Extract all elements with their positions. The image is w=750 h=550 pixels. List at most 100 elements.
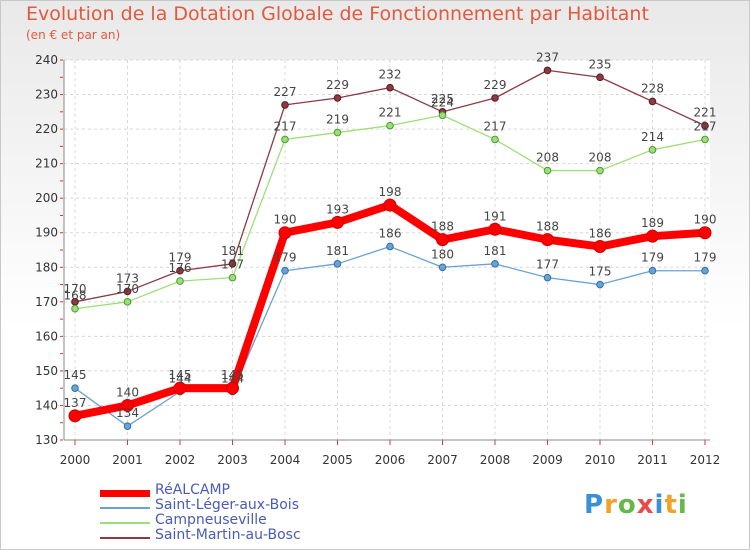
axes: 130 140 150 160 170 180 190 200 210 220 230 240 2000…	[35, 53, 720, 467]
data-label: 186	[379, 227, 402, 241]
data-point	[68, 409, 82, 423]
x-tick-label: 2006	[375, 453, 406, 467]
data-label: 179	[274, 251, 297, 265]
data-point	[176, 277, 184, 285]
data-label: 224	[431, 95, 454, 109]
data-point	[438, 263, 447, 272]
legend-item: RéALCAMP	[100, 482, 400, 501]
data-label: 191	[484, 209, 507, 223]
data-point	[333, 260, 342, 268]
data-label: 177	[536, 258, 559, 272]
data-label: 186	[589, 227, 612, 241]
x-tick-label: 2005	[322, 453, 353, 467]
data-point	[123, 298, 132, 306]
data-point	[226, 381, 239, 395]
data-label: 198	[379, 185, 402, 199]
data-label: 181	[221, 244, 244, 258]
data-point	[491, 135, 499, 144]
data-point	[331, 215, 344, 229]
data-point	[596, 166, 604, 175]
y-tick-label: 190	[35, 226, 58, 240]
data-point	[123, 422, 132, 430]
data-point	[698, 226, 712, 240]
data-label: 168	[64, 289, 87, 303]
data-point	[648, 146, 657, 154]
data-point	[436, 233, 449, 247]
legend-label: Saint-Léger-aux-Bois	[155, 497, 299, 513]
legend-item: Campneuseville	[100, 512, 400, 531]
data-label: 229	[484, 78, 507, 92]
data-label: 137	[64, 396, 87, 410]
x-tick-label: 2004	[270, 453, 301, 467]
data-label: 237	[536, 50, 559, 64]
x-tick-label: 2011	[637, 453, 668, 467]
x-tick-label: 2012	[690, 453, 721, 467]
data-label: 181	[326, 244, 349, 258]
data-label: 227	[274, 85, 297, 99]
data-point	[228, 260, 237, 268]
y-tick-label: 170	[35, 295, 58, 309]
legend-label: RéALCAMP	[155, 482, 230, 498]
logo-letter: r	[604, 490, 618, 520]
y-tick-label: 180	[35, 260, 58, 274]
y-tick-label: 220	[35, 122, 58, 136]
logo-letter: t	[664, 490, 678, 520]
data-point	[543, 166, 552, 175]
logo-letter: o	[617, 490, 637, 520]
data-label: 190	[274, 213, 297, 227]
data-point	[386, 121, 394, 130]
y-tick-label: 130	[35, 433, 58, 447]
data-point	[228, 273, 237, 282]
series-lines	[68, 66, 712, 430]
chart-title: Evolution de la Dotation Globale de Fonc…	[26, 3, 649, 25]
data-label: 208	[536, 151, 559, 165]
logo-letter: i	[677, 490, 688, 520]
y-tick-label: 150	[35, 364, 58, 378]
data-label: 180	[431, 247, 454, 261]
data-point	[648, 97, 657, 106]
data-label: 225	[431, 92, 454, 106]
data-label: 177	[221, 258, 244, 272]
data-label: 144	[169, 372, 192, 386]
y-tick-label: 200	[35, 191, 58, 205]
data-label: 193	[326, 202, 349, 216]
data-point	[701, 266, 709, 275]
data-point	[593, 240, 607, 254]
data-label: 176	[169, 261, 192, 275]
data-point	[281, 101, 289, 109]
legend-item: Saint-Léger-aux-Bois	[100, 497, 400, 516]
legend-label: Campneuseville	[155, 512, 267, 528]
data-label: 145	[169, 368, 192, 382]
proxiti-logo: Proxiti	[584, 490, 688, 520]
data-label: 214	[641, 130, 664, 144]
data-point	[386, 242, 394, 251]
data-label: 221	[379, 106, 402, 120]
data-label: 190	[694, 213, 717, 227]
x-tick-label: 2001	[112, 453, 143, 467]
y-tick-label: 240	[35, 53, 58, 67]
legend-label: Saint-Martin-au-Bosc	[155, 527, 301, 543]
data-label: 217	[484, 119, 507, 133]
data-label: 189	[641, 216, 664, 230]
x-tick-label: 2002	[165, 453, 196, 467]
legend-item: Saint-Martin-au-Bosc	[100, 527, 400, 546]
data-point	[71, 304, 79, 313]
legend-swatch	[100, 489, 150, 497]
data-label: 229	[326, 78, 349, 92]
data-label: 188	[431, 220, 454, 234]
data-point	[71, 384, 79, 392]
data-point	[173, 381, 187, 395]
y-tick-label: 140	[35, 398, 58, 412]
data-label: 170	[116, 282, 139, 296]
data-point	[491, 260, 499, 268]
data-label: 175	[589, 265, 612, 279]
data-label: 235	[589, 57, 612, 71]
data-point	[333, 128, 342, 137]
x-tick-label: 2007	[427, 453, 458, 467]
data-label: 179	[169, 251, 192, 265]
data-point	[123, 287, 132, 296]
data-point	[648, 266, 657, 275]
data-point	[491, 94, 499, 102]
data-point	[596, 280, 604, 289]
